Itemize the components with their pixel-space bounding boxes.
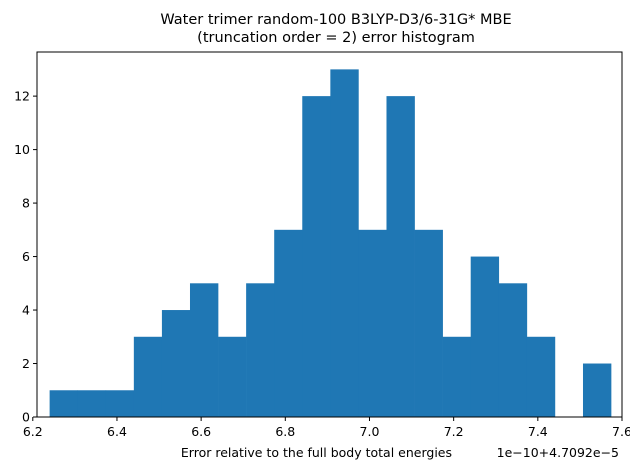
x-tick-label: 7.4 [528,424,548,439]
x-tick-label: 6.2 [23,424,43,439]
histogram-bar [470,256,500,417]
x-tick-label: 7.2 [444,424,464,439]
x-tick-label: 6.8 [275,424,295,439]
histogram-bar [189,283,219,417]
histogram-bar [414,229,443,417]
x-axis-label: Error relative to the full body total en… [181,445,452,460]
histogram-bar [218,336,247,417]
y-axis: 0 2 4 6 8 10 12 [14,89,37,425]
chart-title-line-2: (truncation order = 2) error histogram [197,30,475,46]
histogram-bar [133,336,163,417]
y-tick-label: 2 [22,356,30,371]
histogram-bar [442,336,471,417]
x-tick-label: 7.0 [360,424,380,439]
histogram-bar [274,229,303,417]
histogram-bar [302,96,331,417]
y-tick-label: 8 [22,196,30,211]
y-tick-label: 4 [22,303,30,318]
y-tick-label: 12 [14,89,30,104]
x-tick-label: 6.6 [191,424,211,439]
histogram-bar [330,69,359,417]
x-axis: 6.2 6.4 6.6 6.8 7.0 7.2 7.4 7.6 [23,417,630,439]
x-tick-label: 7.6 [612,424,630,439]
histogram-bar [49,390,78,417]
x-tick-label: 6.4 [107,424,127,439]
y-tick-label: 6 [22,249,30,264]
histogram-bar [105,390,135,417]
chart-title-line-1: Water trimer random-100 B3LYP-D3/6-31G* … [160,12,511,28]
histogram-bar [161,310,191,417]
bars-group [49,69,612,417]
histogram-bar [582,363,612,417]
histogram-bar [77,390,107,417]
histogram-bar [498,283,528,417]
y-tick-label: 0 [22,410,30,425]
x-axis-offset-label: 1e−10+4.7092e−5 [497,445,619,460]
histogram-bar [358,229,387,417]
histogram-bar [386,96,415,417]
plot-frame [36,51,623,418]
histogram-bar [246,283,275,417]
y-tick-label: 10 [14,142,30,157]
histogram-bar [526,336,556,417]
